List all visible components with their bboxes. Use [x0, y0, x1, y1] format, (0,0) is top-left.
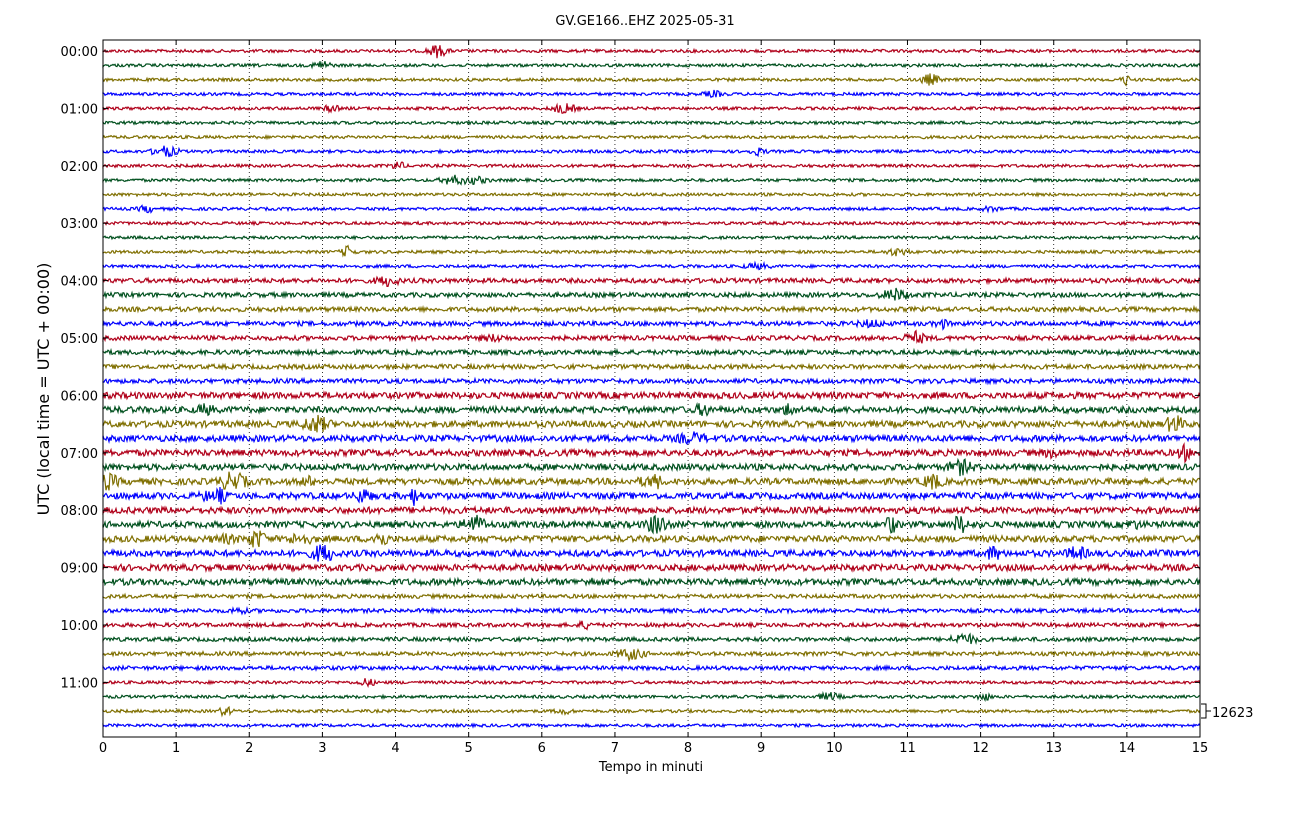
trace-line	[102, 619, 1201, 631]
trace-line	[102, 632, 1201, 645]
x-tick-label: 6	[538, 741, 546, 756]
trace-line	[102, 204, 1201, 214]
trace-line	[102, 722, 1201, 729]
trace-line	[102, 431, 1201, 446]
x-tick-label: 9	[757, 741, 765, 756]
trace-line	[102, 530, 1201, 548]
trace-line	[102, 347, 1201, 357]
trace-line	[102, 592, 1201, 601]
x-tick-label: 12	[972, 741, 989, 756]
trace-line	[102, 678, 1201, 689]
x-tick-label: 10	[826, 741, 843, 756]
trace-line	[102, 45, 1201, 59]
x-tick-label: 8	[684, 741, 692, 756]
trace-line	[102, 220, 1201, 227]
trace-line	[102, 544, 1201, 562]
x-tick-label: 14	[1119, 741, 1136, 756]
trace-line	[102, 275, 1201, 287]
trace-line	[102, 402, 1201, 417]
trace-group	[102, 45, 1201, 729]
x-tick-label: 5	[465, 741, 473, 756]
trace-line	[102, 705, 1201, 718]
minute-grid	[175, 40, 1128, 737]
trace-line	[102, 486, 1201, 507]
trace-line	[102, 161, 1201, 169]
x-tick-label: 1	[172, 741, 180, 756]
trace-line	[102, 318, 1201, 331]
trace-line	[102, 73, 1201, 87]
plot-frame	[102, 39, 1201, 738]
x-tick-label: 4	[391, 741, 399, 756]
y-tick-label: 08:00	[61, 504, 98, 519]
trace-line	[102, 514, 1201, 535]
y-tick-label: 02:00	[61, 160, 98, 175]
scale-bracket	[1201, 703, 1207, 719]
x-tick-label: 13	[1045, 741, 1062, 756]
trace-line	[102, 576, 1201, 588]
trace-line	[102, 89, 1201, 99]
trace-line	[102, 329, 1201, 344]
x-tick-label: 3	[318, 741, 326, 756]
trace-line	[102, 457, 1201, 477]
trace-line	[102, 133, 1201, 141]
trace-line	[102, 191, 1201, 198]
trace-line	[102, 605, 1201, 616]
trace-line	[102, 61, 1201, 70]
trace-line	[102, 244, 1201, 258]
trace-line	[102, 647, 1201, 663]
trace-line	[102, 145, 1201, 158]
trace-line	[102, 376, 1201, 386]
trace-line	[102, 260, 1201, 271]
chart-title: GV.GE166..EHZ 2025-05-31	[555, 14, 734, 29]
x-axis-label: Tempo in minuti	[598, 760, 703, 775]
y-tick-label: 10:00	[61, 619, 98, 634]
y-tick-label: 00:00	[61, 45, 98, 60]
trace-line	[102, 414, 1201, 433]
trace-line	[102, 234, 1201, 241]
trace-line	[102, 562, 1201, 574]
trace-line	[102, 287, 1201, 301]
scale-label: 12623	[1212, 706, 1253, 721]
amplitude-scale: 12623	[1201, 703, 1253, 721]
trace-line	[102, 663, 1201, 673]
y-axis-label: UTC (local time = UTC + 00:00)	[34, 263, 53, 516]
x-tick-label: 2	[245, 741, 253, 756]
x-tick-label: 15	[1192, 741, 1209, 756]
y-tick-label: 09:00	[61, 562, 98, 577]
trace-line	[102, 390, 1201, 401]
y-tick-label: 06:00	[61, 389, 98, 404]
y-tick-label: 11:00	[61, 676, 98, 691]
trace-line	[102, 504, 1201, 516]
y-tick-label: 01:00	[61, 102, 98, 117]
trace-line	[102, 174, 1201, 186]
x-tick-label: 7	[611, 741, 619, 756]
trace-line	[102, 304, 1201, 314]
x-tick-label: 11	[899, 741, 916, 756]
y-tick-label: 03:00	[61, 217, 98, 232]
trace-line	[102, 119, 1201, 126]
x-axis-ticks: 0 1 2 3 4 5 6 7 8 9 10 11 12 13 14 15	[99, 40, 1208, 756]
trace-line	[102, 102, 1201, 114]
trace-line	[102, 442, 1201, 464]
y-tick-label: 05:00	[61, 332, 98, 347]
trace-line	[102, 471, 1201, 491]
y-tick-label: 07:00	[61, 447, 98, 462]
y-axis-ticks: 00:00 01:00 02:00 03:00 04:00 05:00 06:00 07:00…	[61, 45, 1200, 691]
y-tick-label: 04:00	[61, 275, 98, 290]
trace-line	[102, 690, 1200, 703]
trace-line	[102, 362, 1201, 372]
x-tick-label: 0	[99, 741, 107, 756]
